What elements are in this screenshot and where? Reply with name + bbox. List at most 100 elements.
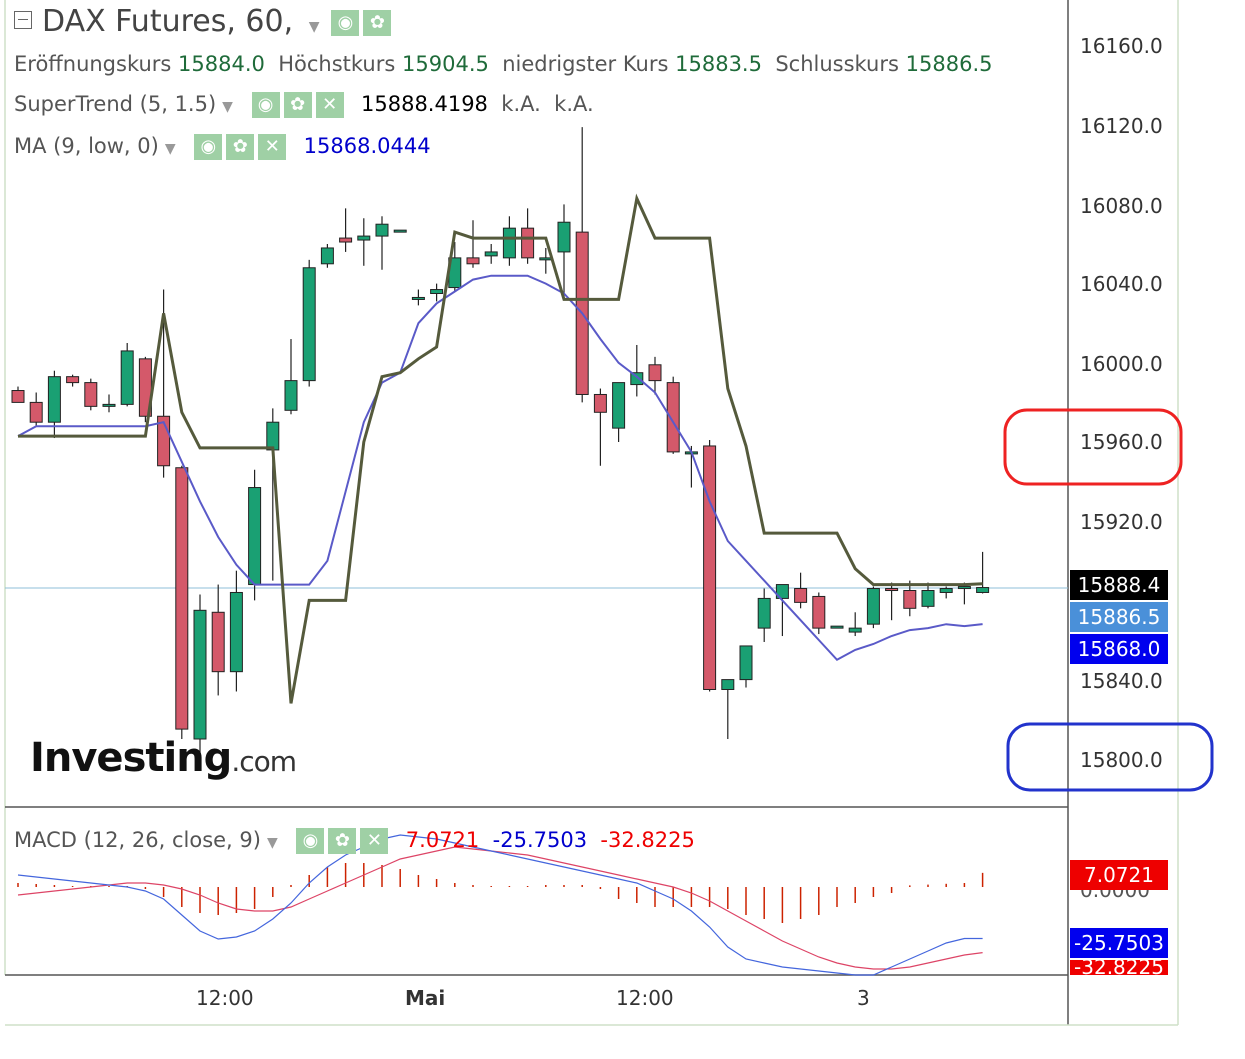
candle-body bbox=[357, 235, 371, 241]
eye-icon[interactable]: ◉ bbox=[194, 134, 223, 160]
time-tick: 12:00 bbox=[196, 986, 254, 1010]
macd-pane bbox=[17, 834, 984, 976]
close-value: 15886.5 bbox=[905, 52, 993, 76]
ma-label: MA (9, low, 0) bbox=[14, 134, 159, 158]
candle-body bbox=[794, 588, 808, 603]
candle-body bbox=[84, 382, 98, 407]
candle-body bbox=[939, 588, 953, 593]
candle-body bbox=[830, 625, 844, 629]
signal-value: -25.7503 bbox=[492, 828, 588, 852]
eye-icon[interactable]: ◉ bbox=[331, 9, 360, 36]
collapse-icon[interactable] bbox=[14, 10, 32, 29]
candle-body bbox=[29, 401, 43, 423]
high-label: Höchstkurs bbox=[278, 52, 396, 76]
close-icon[interactable]: ✕ bbox=[315, 92, 344, 118]
price-tick: 15920.0 bbox=[1080, 510, 1163, 534]
candle-body bbox=[903, 590, 917, 609]
candle-body bbox=[248, 487, 262, 586]
candle-body bbox=[47, 376, 61, 423]
logo-suffix: .com bbox=[231, 745, 297, 778]
close-icon[interactable]: ✕ bbox=[258, 134, 287, 160]
candle-body bbox=[921, 590, 935, 607]
time-tick: 3 bbox=[857, 986, 870, 1010]
signal-tag: -25.7503 bbox=[1070, 928, 1168, 958]
chevron-down-icon[interactable]: ▼ bbox=[164, 141, 176, 157]
ma-tag: 15868.0 bbox=[1070, 634, 1168, 664]
chart-title-row: DAX Futures, 60, ▼ ◉ ✿ bbox=[14, 4, 395, 39]
candle-body bbox=[630, 372, 644, 386]
chevron-down-icon[interactable]: ▼ bbox=[266, 835, 278, 851]
candle-body bbox=[703, 445, 717, 690]
ohlc-row: Eröffnungskurs 15884.0 Höchstkurs 15904.… bbox=[14, 52, 992, 76]
supertrend-label: SuperTrend (5, 1.5) bbox=[14, 92, 217, 116]
low-label: niedrigster Kurs bbox=[502, 52, 669, 76]
candle-body bbox=[466, 257, 480, 265]
candle-body bbox=[375, 223, 389, 237]
price-tick: 16040.0 bbox=[1080, 272, 1163, 296]
candle-body bbox=[957, 586, 971, 590]
candle-body bbox=[339, 237, 353, 243]
gear-icon[interactable]: ✿ bbox=[226, 134, 255, 160]
candle-body bbox=[539, 257, 553, 261]
candle-body bbox=[393, 229, 407, 233]
chevron-down-icon[interactable]: ▼ bbox=[222, 99, 233, 115]
close-label: Schlusskurs bbox=[775, 52, 899, 76]
ma-line bbox=[17, 274, 983, 662]
candle-body bbox=[229, 591, 243, 673]
investing-logo: Investing.com bbox=[30, 735, 297, 781]
hist-value: -32.8225 bbox=[600, 828, 695, 852]
candle-body bbox=[866, 588, 880, 625]
candle-body bbox=[411, 296, 425, 300]
logo-main: Investing bbox=[30, 735, 232, 781]
eye-icon[interactable]: ◉ bbox=[251, 92, 280, 118]
candle-body bbox=[666, 382, 680, 453]
candle-body bbox=[502, 227, 516, 259]
candle-body bbox=[320, 247, 334, 265]
price-tick: 15960.0 bbox=[1080, 430, 1163, 454]
supertrend-line bbox=[18, 193, 983, 704]
candle-body bbox=[266, 421, 280, 451]
candle-body bbox=[66, 376, 80, 384]
gear-icon[interactable]: ✿ bbox=[363, 9, 392, 36]
price-tick: 16120.0 bbox=[1080, 114, 1163, 138]
macd-label: MACD (12, 26, close, 9) bbox=[14, 828, 261, 852]
macd-tag: 7.0721 bbox=[1070, 860, 1168, 890]
candle-body bbox=[812, 595, 826, 629]
price-tick: 16160.0 bbox=[1080, 34, 1163, 58]
chevron-down-icon[interactable]: ▼ bbox=[308, 19, 320, 35]
time-tick: Mai bbox=[405, 986, 446, 1010]
ma-value: 15868.0444 bbox=[303, 134, 431, 158]
candle-body bbox=[557, 221, 571, 253]
supertrend-legend: SuperTrend (5, 1.5) ▼ ◉ ✿ ✕ 15888.4198 k.A.… bbox=[14, 92, 594, 118]
candle-body bbox=[885, 588, 899, 592]
candle-body bbox=[848, 627, 862, 633]
close-tag: 15886.5 bbox=[1070, 602, 1168, 632]
candle-body bbox=[302, 267, 316, 382]
candle-body bbox=[721, 679, 735, 690]
candle-body bbox=[430, 289, 444, 295]
high-value: 15904.5 bbox=[402, 52, 489, 76]
gear-icon[interactable]: ✿ bbox=[328, 828, 357, 854]
candle-body bbox=[193, 609, 207, 740]
macd-line bbox=[17, 834, 983, 976]
price-tick: 16000.0 bbox=[1080, 352, 1163, 376]
hist-tag: -32.8225 bbox=[1070, 960, 1168, 975]
candle-body bbox=[11, 390, 25, 403]
price-pane bbox=[11, 127, 990, 755]
annotation-blue-ellipse bbox=[1006, 722, 1214, 792]
close-icon[interactable]: ✕ bbox=[360, 828, 389, 854]
eye-icon[interactable]: ◉ bbox=[296, 828, 325, 854]
chart-title: DAX Futures, 60, bbox=[42, 4, 294, 39]
ma-legend: MA (9, low, 0) ▼ ◉ ✿ ✕ 15868.0444 bbox=[14, 134, 431, 160]
candle-body bbox=[175, 467, 189, 730]
candle-body bbox=[120, 350, 134, 405]
open-label: Eröffnungskurs bbox=[14, 52, 172, 76]
candle-body bbox=[484, 251, 498, 257]
price-tick: 16080.0 bbox=[1080, 194, 1163, 218]
gear-icon[interactable]: ✿ bbox=[283, 92, 312, 118]
time-tick: 12:00 bbox=[616, 986, 674, 1010]
candle-body bbox=[648, 364, 662, 382]
supertrend-value: 15888.4198 bbox=[361, 92, 488, 116]
supertrend-extra1: k.A. bbox=[501, 92, 541, 116]
